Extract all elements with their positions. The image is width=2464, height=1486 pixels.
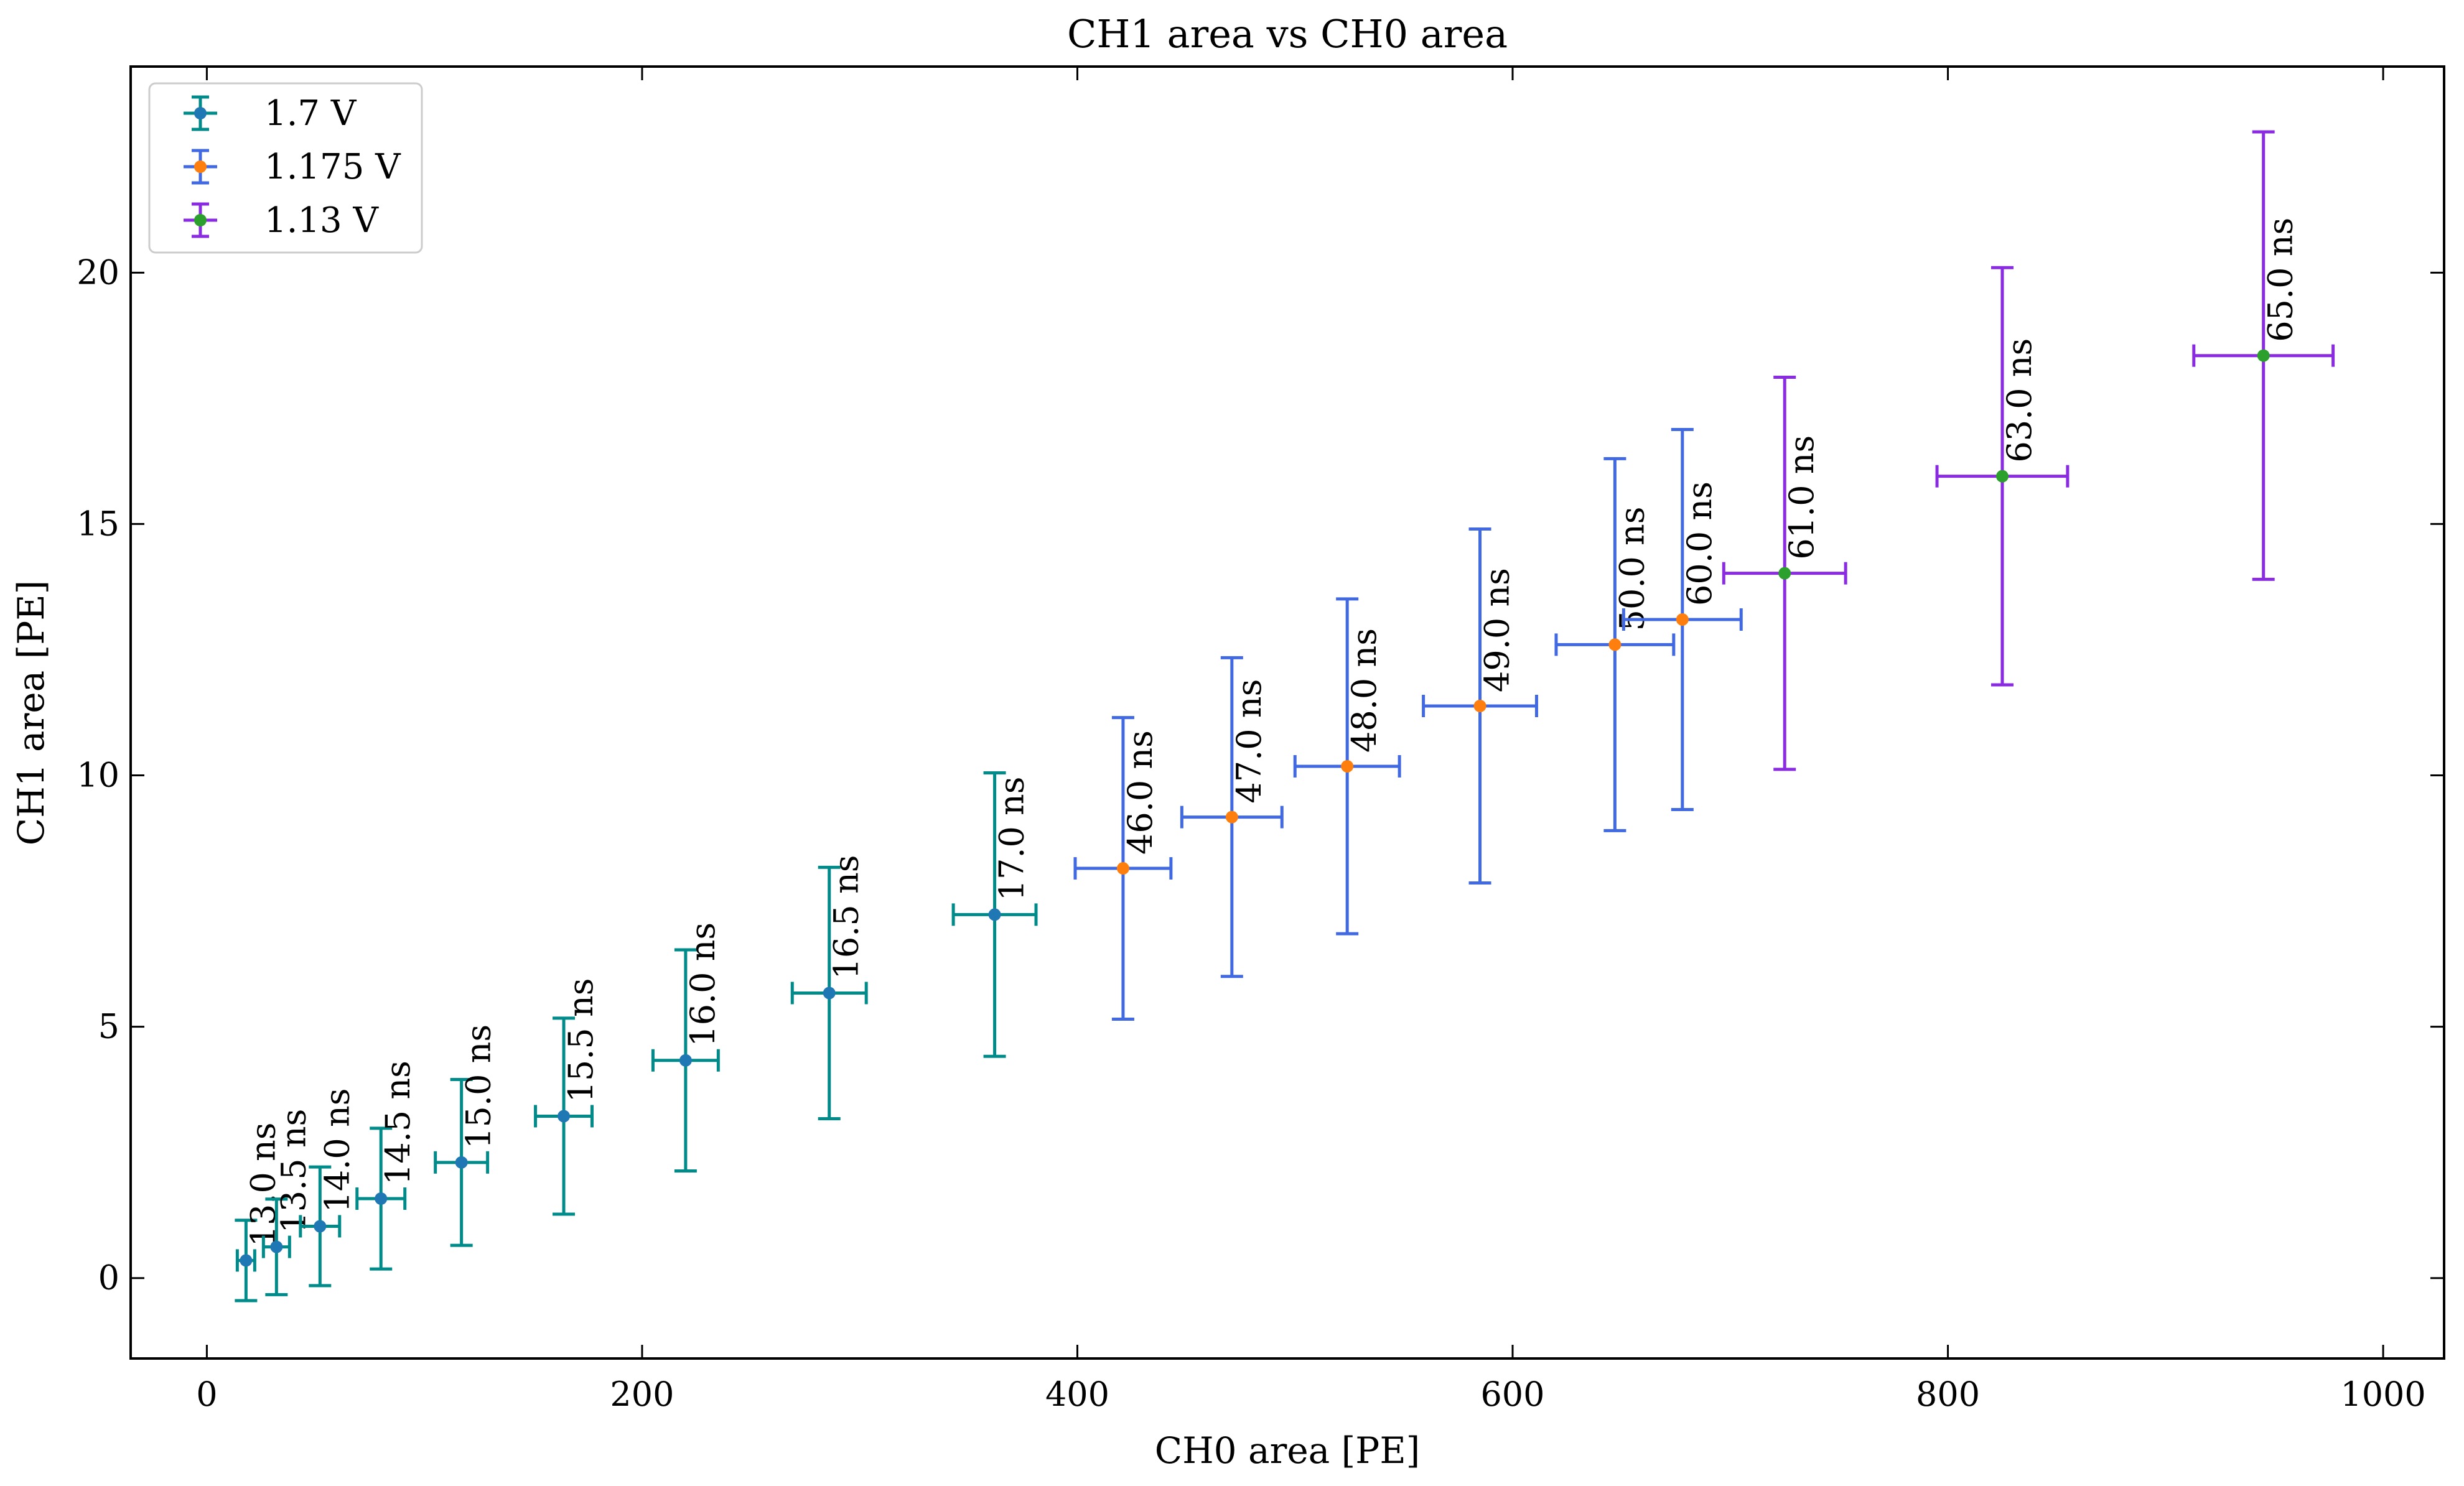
data-marker xyxy=(823,987,836,1000)
data-marker xyxy=(1341,759,1354,773)
x-tick-label: 800 xyxy=(1916,1375,1980,1414)
point-label: 14.5 ns xyxy=(378,1061,418,1185)
data-marker xyxy=(1676,613,1689,626)
data-point: 15.0 ns xyxy=(434,1024,498,1247)
point-label: 50.0 ns xyxy=(1612,507,1651,631)
y-ticks: 0 5 10 15 20 xyxy=(77,253,2444,1298)
x-tick-label: 200 xyxy=(610,1375,674,1414)
data-marker xyxy=(1995,470,2009,483)
point-label: 16.0 ns xyxy=(683,922,722,1047)
data-point: 65.0 ns xyxy=(2192,130,2335,581)
point-label: 60.0 ns xyxy=(1680,481,1719,606)
point-label: 17.0 ns xyxy=(992,776,1032,901)
point-label: 15.0 ns xyxy=(459,1024,498,1149)
chart-title: CH1 area vs CH0 area xyxy=(1067,11,1508,57)
point-label: 48.0 ns xyxy=(1345,628,1384,753)
legend-label: 1.7 V xyxy=(264,93,357,134)
x-tick-label: 1000 xyxy=(2340,1375,2425,1414)
data-point: 47.0 ns xyxy=(1180,656,1284,978)
y-tick-label: 0 xyxy=(98,1258,119,1298)
legend-box xyxy=(148,82,423,254)
point-label: 47.0 ns xyxy=(1230,679,1269,804)
point-label: 63.0 ns xyxy=(2000,338,2039,463)
data-point: 61.0 ns xyxy=(1722,375,1847,771)
data-marker xyxy=(314,1220,327,1233)
data-point: 15.5 ns xyxy=(534,978,600,1216)
data-point: 14.0 ns xyxy=(299,1089,357,1288)
x-tick-label: 0 xyxy=(196,1375,217,1414)
data-marker xyxy=(240,1254,253,1267)
data-point: 16.0 ns xyxy=(651,922,722,1173)
data-point: 49.0 ns xyxy=(1422,527,1538,885)
data-marker xyxy=(2257,349,2270,362)
data-marker xyxy=(558,1110,571,1123)
data-marker xyxy=(988,908,1001,921)
point-label: 13.5 ns xyxy=(274,1109,313,1233)
legend: 1.7 V 1.175 V 1.13 V xyxy=(148,82,423,254)
point-label: 15.5 ns xyxy=(561,978,600,1103)
data-marker xyxy=(1778,567,1791,580)
x-axis-label: CH0 area [PE] xyxy=(1155,1429,1421,1472)
y-tick-label: 15 xyxy=(77,504,119,543)
legend-label: 1.13 V xyxy=(264,200,379,241)
y-tick-label: 5 xyxy=(98,1007,119,1046)
data-point: 17.0 ns xyxy=(951,771,1038,1058)
data-point: 16.5 ns xyxy=(790,855,868,1121)
legend-marker xyxy=(194,214,207,226)
data-marker xyxy=(1116,862,1129,875)
point-label: 65.0 ns xyxy=(2261,218,2300,342)
point-label: 61.0 ns xyxy=(1782,435,1821,560)
data-point: 48.0 ns xyxy=(1293,597,1401,936)
point-label: 14.0 ns xyxy=(317,1089,357,1213)
y-axis-label: CH1 area [PE] xyxy=(10,580,52,846)
data-marker xyxy=(270,1240,283,1253)
legend-entry: 1.175 V xyxy=(184,147,401,187)
point-label: 49.0 ns xyxy=(1478,568,1517,692)
data-point: 60.0 ns xyxy=(1622,427,1743,811)
legend-marker xyxy=(194,160,207,173)
data-marker xyxy=(1608,638,1622,651)
legend-entry: 1.13 V xyxy=(184,200,379,241)
data-point: 13.5 ns xyxy=(261,1109,313,1296)
legend-marker xyxy=(194,107,207,119)
data-marker xyxy=(679,1054,692,1067)
legend-entry: 1.7 V xyxy=(184,93,357,134)
data-marker xyxy=(1473,699,1486,712)
data-point: 63.0 ns xyxy=(1935,266,2070,687)
plot-frame xyxy=(129,65,2445,1360)
x-ticks: 0 200 400 600 800 1000 xyxy=(196,67,2426,1414)
data-point: 50.0 ns xyxy=(1554,457,1676,832)
data-marker xyxy=(375,1192,388,1205)
x-tick-label: 400 xyxy=(1045,1375,1109,1414)
y-tick-label: 20 xyxy=(77,253,119,292)
y-tick-label: 10 xyxy=(77,756,119,795)
data-point: 46.0 ns xyxy=(1073,716,1173,1021)
data-marker xyxy=(1225,810,1238,824)
point-label: 46.0 ns xyxy=(1121,730,1160,855)
x-tick-label: 600 xyxy=(1480,1375,1544,1414)
point-label: 16.5 ns xyxy=(827,855,866,980)
legend-label: 1.175 V xyxy=(264,147,401,187)
data-marker xyxy=(455,1156,468,1169)
data-point: 14.5 ns xyxy=(355,1061,418,1271)
